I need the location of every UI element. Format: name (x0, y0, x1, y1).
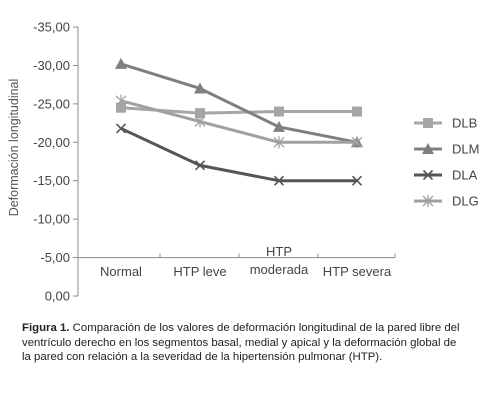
marker-x (351, 175, 363, 186)
marker-x (422, 169, 434, 181)
x-tick-label: Normal (100, 264, 142, 279)
marker-triangle (273, 120, 285, 132)
x-tick-label: HTP moderada (250, 244, 309, 277)
marker-star (422, 195, 434, 207)
legend-item: DLB (414, 116, 477, 131)
marker-triangle (115, 57, 127, 69)
series-dla (115, 123, 363, 186)
marker-square (423, 118, 433, 128)
y-tick-label: -35,00 (33, 20, 70, 35)
legend-item: DLG (414, 194, 479, 209)
series-group (115, 57, 363, 186)
x-tick-label: HTP severa (323, 264, 392, 279)
legend-label: DLA (452, 168, 478, 183)
marker-star (273, 136, 285, 149)
marker-x (273, 175, 285, 186)
marker-square (116, 102, 126, 113)
legend-item: DLA (414, 168, 478, 183)
x-tick-label: HTP leve (173, 264, 226, 279)
legend: DLB DLM DLA DLG (414, 116, 479, 209)
marker-triangle (422, 143, 434, 154)
y-tick-label: -30,00 (33, 58, 70, 73)
marker-square (352, 106, 362, 117)
marker-x (194, 160, 206, 171)
legend-label: DLM (452, 142, 479, 157)
figure-caption: Figura 1. Comparación de los valores de … (22, 321, 462, 365)
legend-label: DLG (452, 194, 479, 209)
y-tick-label: -5,00 (40, 250, 70, 265)
series-line (120, 62, 358, 144)
legend-item: DLM (414, 142, 479, 157)
legend-label: DLB (452, 116, 477, 131)
caption-text: Comparación de los valores de deformació… (22, 322, 460, 364)
y-tick-label: -25,00 (33, 96, 70, 111)
marker-triangle (194, 82, 206, 94)
series-line (120, 127, 357, 183)
y-tick-label: -20,00 (33, 135, 70, 150)
marker-square (195, 108, 205, 119)
marker-star (115, 94, 127, 107)
y-axis-label: Deformación longitudinal (7, 79, 21, 217)
y-tick-label: 0,00 (45, 289, 70, 304)
y-axis: -35,00 -30,00 -25,00 -20,00 -15,00 -10,00 -5,0… (33, 20, 79, 304)
marker-star (194, 115, 206, 128)
marker-star (351, 136, 363, 149)
series-dlm (115, 57, 363, 148)
y-tick-label: -15,00 (33, 173, 70, 188)
marker-x (115, 123, 127, 134)
y-tick-label: -10,00 (33, 212, 70, 227)
series-line (120, 99, 357, 144)
line-chart: -35,00 -30,00 -25,00 -20,00 -15,00 -10,00 -5,0… (7, 20, 479, 304)
caption-label: Figura 1. (22, 322, 70, 334)
x-axis: Normal HTP leve HTP moderada HTP severa (78, 244, 396, 279)
series-dlg (115, 94, 363, 149)
marker-square (274, 106, 284, 117)
